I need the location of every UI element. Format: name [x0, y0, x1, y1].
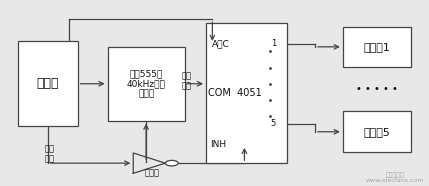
Bar	[343, 111, 411, 152]
Bar	[343, 27, 411, 67]
Bar	[206, 23, 287, 163]
Bar	[108, 47, 184, 121]
Text: 1: 1	[271, 39, 276, 48]
Circle shape	[165, 160, 178, 166]
Text: 发射端5: 发射端5	[363, 127, 390, 137]
Text: 反相器: 反相器	[145, 169, 160, 178]
Text: INH: INH	[210, 140, 226, 149]
Text: • • • • •: • • • • •	[356, 84, 398, 94]
Text: 脉冲
信号: 脉冲 信号	[182, 71, 192, 91]
Text: 发射端1: 发射端1	[363, 42, 390, 52]
Text: 单片机: 单片机	[36, 77, 59, 90]
Text: 控制
信号: 控制 信号	[45, 144, 55, 164]
Text: 基于555的
40kHz脉冲
发生器: 基于555的 40kHz脉冲 发生器	[127, 69, 166, 99]
Text: 5: 5	[271, 119, 276, 128]
Bar	[18, 41, 78, 126]
Text: 电子发烧友
www.elecfans.com: 电子发烧友 www.elecfans.com	[366, 172, 424, 183]
Text: A～C: A～C	[212, 39, 230, 48]
Text: COM  4051: COM 4051	[208, 88, 262, 98]
